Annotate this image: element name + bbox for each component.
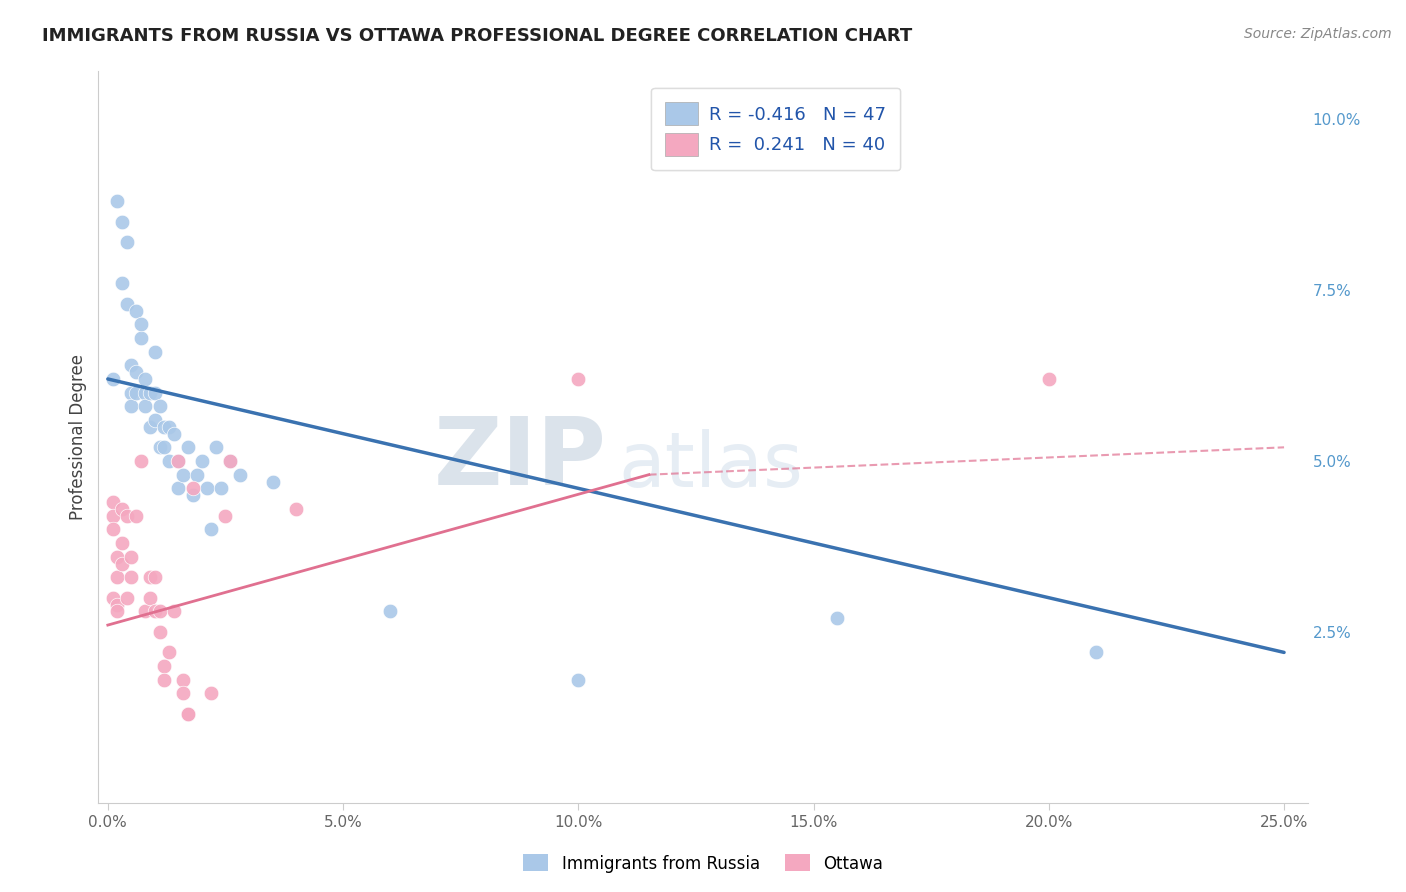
Point (111, 557, 134, 571)
Point (567, 673, 589, 687)
Point (105, 194, 128, 209)
Point (167, 454, 190, 468)
Point (567, 372, 589, 386)
Point (172, 686, 194, 700)
Point (177, 440, 200, 454)
Point (378, 604, 401, 618)
Point (1084, 645, 1107, 659)
Point (149, 604, 172, 618)
Point (153, 659, 176, 673)
Point (219, 454, 242, 468)
Point (1038, 372, 1060, 386)
Point (134, 372, 156, 386)
Point (143, 413, 166, 427)
Point (163, 604, 186, 618)
Point (143, 385, 166, 400)
Point (200, 686, 222, 700)
Point (177, 706, 200, 721)
Point (143, 604, 166, 618)
Point (149, 440, 172, 454)
Point (111, 215, 134, 229)
Point (120, 400, 142, 414)
Point (157, 454, 180, 468)
Point (167, 454, 190, 468)
Point (125, 303, 148, 318)
Legend: Immigrants from Russia, Ottawa: Immigrants from Russia, Ottawa (516, 847, 890, 880)
Point (149, 400, 172, 414)
Point (115, 508, 138, 523)
Point (186, 467, 208, 482)
Point (105, 604, 128, 618)
Text: atlas: atlas (619, 429, 803, 503)
Point (111, 277, 134, 291)
Point (101, 372, 124, 386)
Point (285, 501, 308, 516)
Point (125, 365, 148, 379)
Point (167, 481, 190, 495)
Point (214, 508, 236, 523)
Point (120, 359, 142, 373)
Point (143, 570, 166, 584)
Point (139, 385, 162, 400)
Text: IMMIGRANTS FROM RUSSIA VS OTTAWA PROFESSIONAL DEGREE CORRELATION CHART: IMMIGRANTS FROM RUSSIA VS OTTAWA PROFESS… (42, 27, 912, 45)
Point (125, 508, 148, 523)
Y-axis label: Professional Degree: Professional Degree (69, 354, 87, 520)
Point (120, 549, 142, 564)
Point (825, 611, 848, 625)
Point (195, 481, 218, 495)
Point (120, 570, 142, 584)
Point (105, 549, 128, 564)
Point (134, 400, 156, 414)
Point (101, 508, 124, 523)
Point (101, 591, 124, 605)
Point (111, 501, 134, 516)
Point (129, 454, 152, 468)
Point (101, 522, 124, 536)
Point (134, 385, 156, 400)
Point (200, 522, 222, 536)
Point (111, 536, 134, 550)
Point (125, 385, 148, 400)
Point (105, 570, 128, 584)
Point (101, 495, 124, 509)
Text: Source: ZipAtlas.com: Source: ZipAtlas.com (1244, 27, 1392, 41)
Point (139, 420, 162, 434)
Point (120, 385, 142, 400)
Point (134, 604, 156, 618)
Point (129, 331, 152, 345)
Point (153, 440, 176, 454)
Point (209, 481, 232, 495)
Point (228, 467, 250, 482)
Point (262, 475, 284, 489)
Point (129, 318, 152, 332)
Point (191, 454, 214, 468)
Point (219, 454, 242, 468)
Point (157, 420, 180, 434)
Legend: R = -0.416   N = 47, R =  0.241   N = 40: R = -0.416 N = 47, R = 0.241 N = 40 (651, 87, 900, 170)
Point (172, 673, 194, 687)
Point (115, 235, 138, 250)
Point (149, 624, 172, 639)
Point (153, 420, 176, 434)
Point (139, 570, 162, 584)
Point (139, 591, 162, 605)
Point (172, 467, 194, 482)
Point (143, 344, 166, 359)
Text: ZIP: ZIP (433, 413, 606, 505)
Point (205, 440, 228, 454)
Point (115, 297, 138, 311)
Point (115, 591, 138, 605)
Point (181, 481, 204, 495)
Point (181, 488, 204, 502)
Point (177, 706, 200, 721)
Point (105, 598, 128, 612)
Point (157, 645, 180, 659)
Point (163, 426, 186, 441)
Point (153, 673, 176, 687)
